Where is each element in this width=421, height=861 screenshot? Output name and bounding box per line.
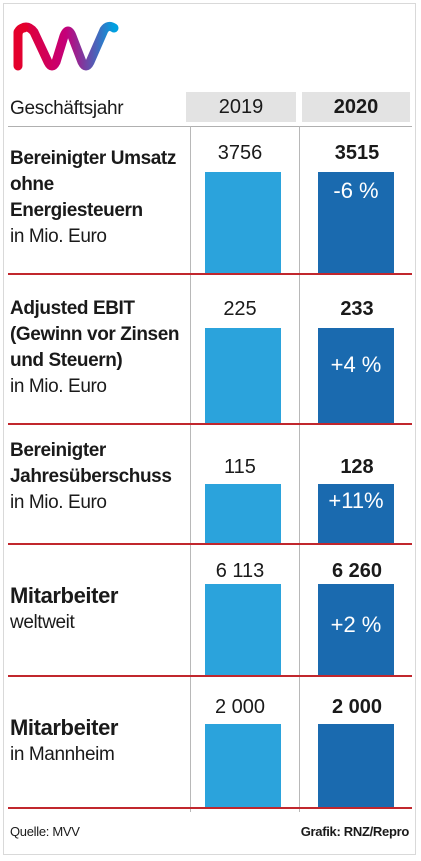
metric-unit-line: in Mannheim — [10, 744, 115, 765]
metric-label: Bereinigter Umsatz ohne Energiesteuern in M… — [10, 146, 190, 250]
metric-unit-line: in Mio. Euro — [10, 226, 107, 247]
metric-row: Mitarbeiter weltweit 6 113 6 260 +2 % — [0, 546, 421, 677]
bar-2019 — [205, 584, 281, 676]
metric-unit-line: in Mio. Euro — [10, 492, 107, 513]
bar-2020 — [318, 484, 394, 544]
bar-2020 — [318, 328, 394, 424]
metric-label: Bereinigter Jahresüberschuss in Mio. Euro — [10, 438, 190, 516]
change-percent: +2 % — [330, 612, 382, 637]
header-label: Geschäftsjahr — [10, 98, 124, 119]
value-2020: 3515 — [334, 142, 380, 164]
bar-2020 — [318, 172, 394, 274]
metric-label: Mitarbeiter in Mannheim — [10, 714, 190, 768]
metric-unit-line: weltweit — [10, 612, 75, 633]
value-2019: 115 — [224, 456, 256, 478]
metric-label-line: (Gewinn vor Zinsen — [10, 324, 180, 345]
header-year-2019: 2019 — [186, 92, 296, 122]
metric-label-line: Mitarbeiter — [10, 583, 119, 608]
bar-2020 — [318, 724, 394, 808]
value-2019: 2 000 — [214, 696, 266, 718]
metric-row: Bereinigter Jahresüberschuss in Mio. Euro 1… — [0, 426, 421, 545]
bar-2019 — [205, 484, 281, 544]
value-2020: 128 — [340, 456, 374, 478]
value-2019: 3756 — [217, 142, 263, 164]
header-divider — [8, 126, 412, 127]
change-percent: +4 % — [330, 352, 382, 377]
header-year-2020: 2020 — [302, 92, 410, 122]
metric-unit-line: in Mio. Euro — [10, 376, 107, 397]
row-separator — [8, 543, 412, 545]
mvv-logo — [13, 21, 119, 71]
metric-label-line: Energiesteuern — [10, 200, 143, 221]
change-percent: -6 % — [333, 178, 379, 203]
column-divider-2019 — [190, 126, 191, 812]
metric-label-line: Bereinigter Umsatz — [10, 148, 176, 169]
metric-label: Mitarbeiter weltweit — [10, 582, 190, 636]
source-note: Quelle: MVV — [10, 824, 80, 839]
metric-label-line: ohne — [10, 174, 54, 195]
change-percent: +11% — [328, 488, 384, 513]
row-separator — [8, 807, 412, 809]
metric-label-line: und Steuern) — [10, 350, 123, 371]
row-separator — [8, 675, 412, 677]
value-2020: 2 000 — [331, 696, 383, 718]
bar-2020 — [318, 584, 394, 676]
bar-2019 — [205, 724, 281, 808]
value-2020: 233 — [340, 298, 374, 320]
infographic-frame — [3, 3, 416, 855]
metric-row: Adjusted EBIT (Gewinn vor Zinsen und Steue… — [0, 276, 421, 425]
row-separator — [8, 273, 412, 275]
metric-row: Bereinigter Umsatz ohne Energiesteuern in M… — [0, 128, 421, 275]
metric-label-line: Mitarbeiter — [10, 715, 119, 740]
value-2020: 6 260 — [331, 560, 383, 582]
bar-2019 — [205, 328, 281, 424]
value-2019: 6 113 — [215, 560, 265, 582]
value-2019: 225 — [223, 298, 257, 320]
row-separator — [8, 423, 412, 425]
metric-row: Mitarbeiter in Mannheim 2 000 2 000 — [0, 678, 421, 809]
metric-label: Adjusted EBIT (Gewinn vor Zinsen und Steue… — [10, 296, 190, 400]
column-divider-middle — [299, 126, 300, 812]
metric-label-line: Jahresüberschuss — [10, 466, 172, 487]
metric-label-line: Adjusted EBIT — [10, 298, 135, 319]
bar-2019 — [205, 172, 281, 274]
graphic-credit: Grafik: RNZ/Repro — [300, 824, 410, 839]
metric-label-line: Bereinigter — [10, 440, 106, 461]
